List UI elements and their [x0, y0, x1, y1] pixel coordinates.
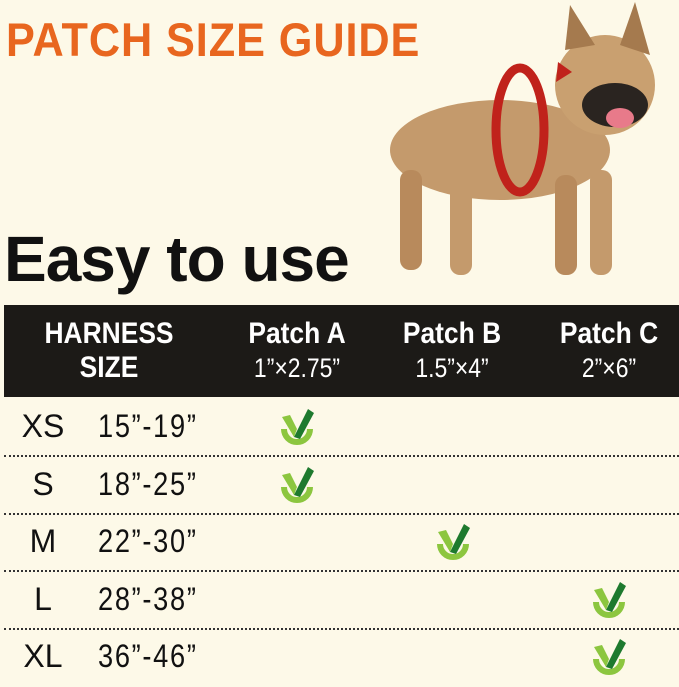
page-title: PATCH SIZE GUIDE	[6, 13, 421, 66]
header-patch-b: Patch B 1.5”×4”	[377, 317, 527, 385]
header-line2: SIZE	[79, 351, 139, 384]
size-range: 28”-38”	[98, 580, 198, 617]
size-range: 15”-19”	[98, 408, 198, 444]
check-icon	[593, 639, 626, 675]
header-line1: Patch A	[248, 317, 346, 350]
check-icon	[281, 466, 314, 503]
french-bulldog-image	[390, 2, 655, 275]
size-label: M	[29, 523, 57, 559]
subtitle: Easy to use	[4, 223, 350, 295]
header-line1: Patch C	[559, 317, 659, 350]
check-icon	[437, 524, 470, 560]
header-patch-a: Patch A 1”×2.75”	[217, 317, 377, 385]
table-row: XL 36”-46”	[4, 628, 679, 685]
header-line1: HARNESS	[44, 317, 174, 350]
size-range: 22”-30”	[98, 523, 198, 559]
size-label: L	[34, 580, 52, 617]
table-row: L 28”-38”	[4, 571, 679, 630]
table-row: M 22”-30”	[4, 513, 679, 572]
size-range: 36”-46”	[98, 638, 198, 674]
header-line2: 2”×6”	[581, 353, 637, 383]
header-line2: 1”×2.75”	[253, 353, 341, 383]
check-icon	[281, 409, 314, 445]
size-label: S	[32, 465, 54, 502]
check-icon	[593, 581, 626, 618]
header-line2: 1.5”×4”	[415, 353, 489, 383]
size-range: 18”-25”	[98, 465, 198, 502]
header-harness-size: HARNESS SIZE	[4, 317, 214, 385]
header-patch-c: Patch C 2”×6”	[534, 317, 679, 385]
size-label: XS	[21, 408, 65, 444]
table-header: HARNESS SIZE Patch A 1”×2.75” Patch B 1.…	[4, 305, 679, 397]
table-row: S 18”-25”	[4, 456, 679, 515]
size-label: XL	[23, 638, 63, 674]
header-line1: Patch B	[402, 317, 502, 350]
table-row: XS 15”-19”	[4, 398, 679, 457]
